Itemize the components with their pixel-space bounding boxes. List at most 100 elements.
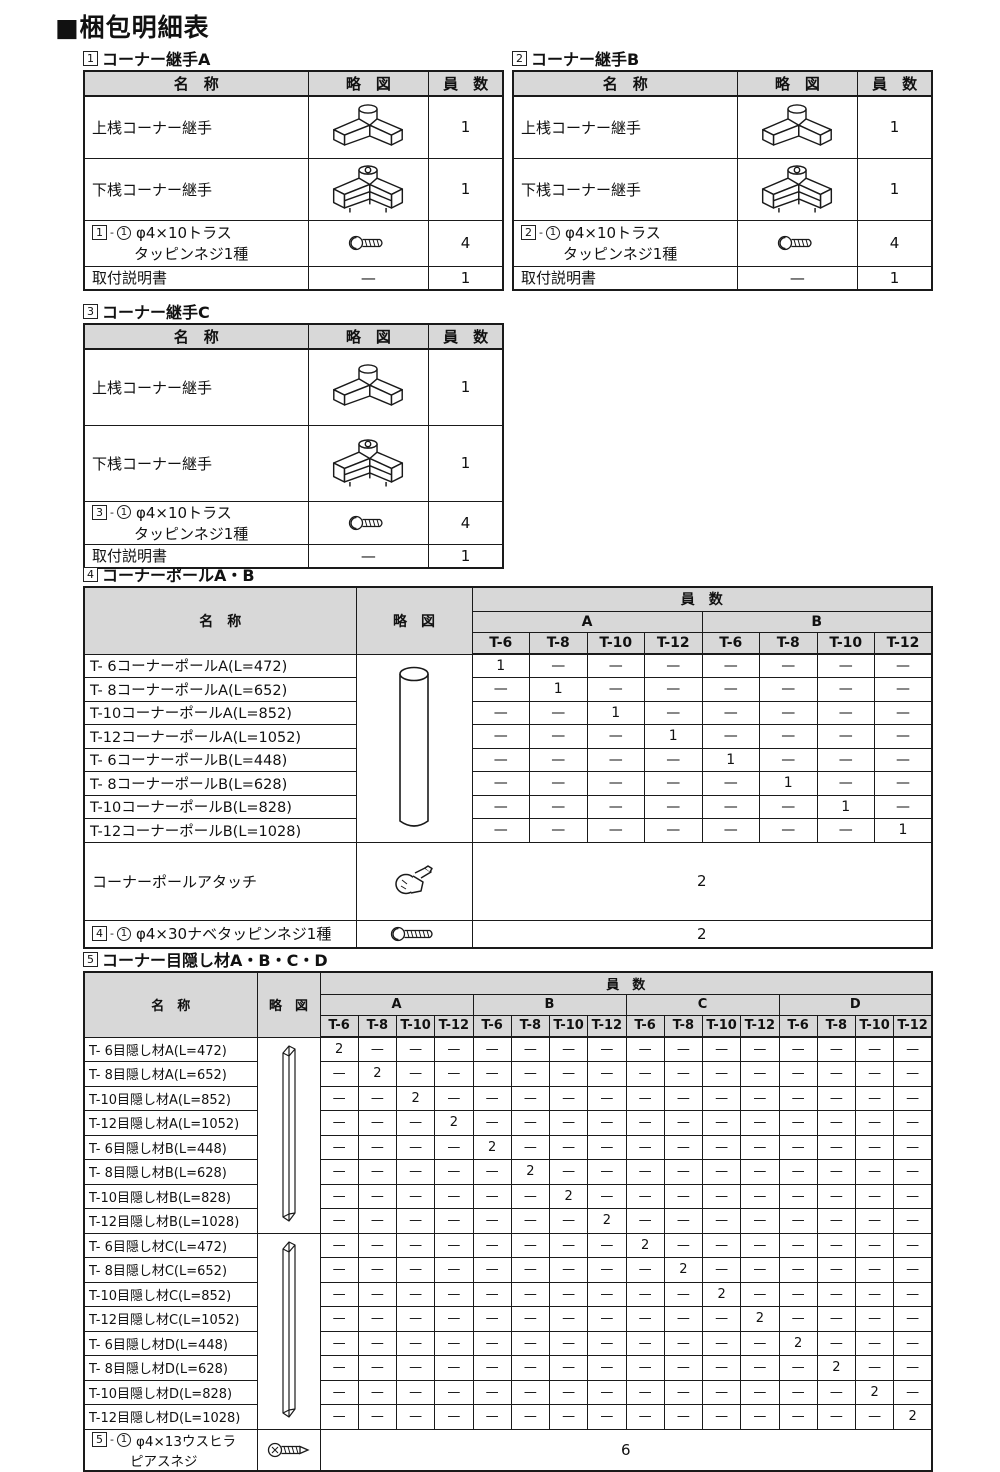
qty-cell: — <box>587 1281 627 1307</box>
qty-cell: — <box>548 1036 589 1062</box>
qty-cell: — <box>893 1208 933 1234</box>
col-header-qty: 員 数 <box>428 323 504 350</box>
qty-cell: — <box>893 1355 933 1381</box>
qty-cell: — <box>644 653 703 678</box>
qty-cell: 2 <box>319 1036 359 1062</box>
qty-cell: — <box>893 1134 933 1160</box>
qty-cell: — <box>319 1330 359 1356</box>
col-header-sketch: 略 図 <box>307 70 430 97</box>
qty-cell: — <box>434 1134 474 1160</box>
table-row: 下桟コーナー継手 1 <box>512 157 933 221</box>
qty-cell: — <box>625 1036 665 1062</box>
qty-cell: — <box>701 1110 742 1136</box>
qty-cell: — <box>778 1110 818 1136</box>
qty-cell: — <box>663 1330 704 1356</box>
qty-cell: — <box>740 1281 780 1307</box>
qty-cell: 2 <box>854 1379 895 1405</box>
qty-cell: — <box>663 1085 704 1111</box>
qty-cell: — <box>319 1085 359 1111</box>
qty-cell: 1 <box>586 700 645 725</box>
table-row: 上桟コーナー継手 1 <box>83 348 504 426</box>
qty-cell: 1 <box>529 677 588 702</box>
qty-value: 1 <box>857 157 933 221</box>
qty-value: 1 <box>857 265 933 291</box>
part-name: T-10コーナーポールB(L=828) <box>83 794 357 819</box>
part-name-line1: φ4×13ウスヒラ <box>135 1433 236 1450</box>
qty-cell: — <box>740 1085 780 1111</box>
qty-cell: — <box>701 724 760 749</box>
part-name: T- 8コーナーポールB(L=628) <box>83 771 357 796</box>
qty-cell: — <box>510 1232 551 1258</box>
part-name: T- 6コーナーポールA(L=472) <box>83 653 357 678</box>
part-name: 取付説明書 <box>83 543 309 569</box>
qty-cell: — <box>740 1404 780 1430</box>
qty-cell: — <box>357 1281 398 1307</box>
table-row: T- 6目隠し材D(L=448) — — — — — — — — — — — —2— — — <box>83 1330 933 1356</box>
boxed-number-icon: 2 <box>512 50 527 66</box>
table-title: コーナー継手A <box>102 50 211 69</box>
qty-cell: — <box>548 1379 589 1405</box>
qty-cell: — <box>854 1061 895 1087</box>
table-row: T- 6目隠し材C(L=472) — — — — — — — —2— — — — — — — <box>83 1232 933 1430</box>
qty-cell: — <box>587 1306 627 1332</box>
qty-cell: — <box>701 818 760 843</box>
table-row: T- 8目隠し材B(L=628) — — — — —2— — — — — — — — — — <box>83 1159 933 1185</box>
part-name: T-12目隠し材A(L=1052) <box>83 1110 258 1136</box>
col-header-qty: 員 数 <box>471 586 933 612</box>
qty-cell: — <box>548 1281 589 1307</box>
size-header: T-12 <box>893 1014 933 1038</box>
qty-cell: — <box>625 1208 665 1234</box>
part-name: T-12目隠し材D(L=1028) <box>83 1404 258 1430</box>
qty-cell: — <box>778 1183 818 1209</box>
qty-cell: — <box>548 1208 589 1234</box>
qty-cell: — <box>874 677 933 702</box>
table-title: コーナー継手C <box>102 303 210 322</box>
qty-cell: — <box>548 1306 589 1332</box>
qty-cell: — <box>471 700 530 725</box>
table-row: 上桟コーナー継手 1 <box>512 95 933 159</box>
qty-cell: — <box>893 1257 933 1283</box>
table-row: T-12コーナーポールA(L=1052) — — —1— — — — <box>83 724 933 749</box>
corner-pole-sketch <box>355 653 473 843</box>
circled-number-icon: 1 <box>545 225 560 240</box>
qty-cell: — <box>510 1183 551 1209</box>
qty-cell: — <box>395 1134 436 1160</box>
qty-cell: — <box>395 1110 436 1136</box>
qty-cell: — <box>663 1404 704 1430</box>
qty-cell: 2 <box>472 1134 512 1160</box>
qty-cell: — <box>472 1306 512 1332</box>
qty-cell: — <box>510 1061 551 1087</box>
corner-joint-b-table: 名 称 略 図 員 数 上桟コーナー継手 1 下桟コーナー <box>512 70 933 291</box>
part-name-line1: φ4×30ナベタッピンネジ1種 <box>135 925 332 944</box>
qty-cell: — <box>510 1379 551 1405</box>
lower-corner-joint-sketch <box>307 424 430 502</box>
qty-cell: — <box>357 1183 398 1209</box>
qty-cell: 2 <box>778 1330 818 1356</box>
table-row: T-12目隠し材A(L=1052) — — —2— — — — — — — — — — — — <box>83 1110 933 1136</box>
qty-cell: — <box>357 1134 398 1160</box>
qty-cell: — <box>854 1355 895 1381</box>
qty-cell: — <box>587 1330 627 1356</box>
qty-cell: — <box>548 1061 589 1087</box>
qty-cell: — <box>663 1134 704 1160</box>
qty-cell: — <box>893 1306 933 1332</box>
qty-cell: — <box>816 700 875 725</box>
part-ref: 5-1 φ4×13ウスヒラ <box>92 1430 256 1450</box>
part-name: T-12目隠し材C(L=1052) <box>83 1306 258 1332</box>
part-name: 4-1 φ4×30ナベタッピンネジ1種 <box>83 919 357 949</box>
qty-cell: 2 <box>740 1306 780 1332</box>
upper-corner-joint-sketch <box>736 95 859 159</box>
group-header-b: B <box>472 993 627 1016</box>
table-row: T- 8目隠し材D(L=628) — — — — — — — — — — — — —2— — <box>83 1355 933 1381</box>
qty-cell: — <box>357 1355 398 1381</box>
part-ref: 1-1 φ4×10トラス <box>92 222 307 243</box>
qty-cell: — <box>778 1257 818 1283</box>
qty-cell: — <box>854 1085 895 1111</box>
qty-cell: 2 <box>701 1281 742 1307</box>
part-name-line1: φ4×10トラス <box>135 503 232 522</box>
qty-cell: — <box>854 1159 895 1185</box>
qty-value: 1 <box>428 265 504 291</box>
qty-cell: — <box>644 677 703 702</box>
qty-cell: — <box>663 1232 704 1258</box>
